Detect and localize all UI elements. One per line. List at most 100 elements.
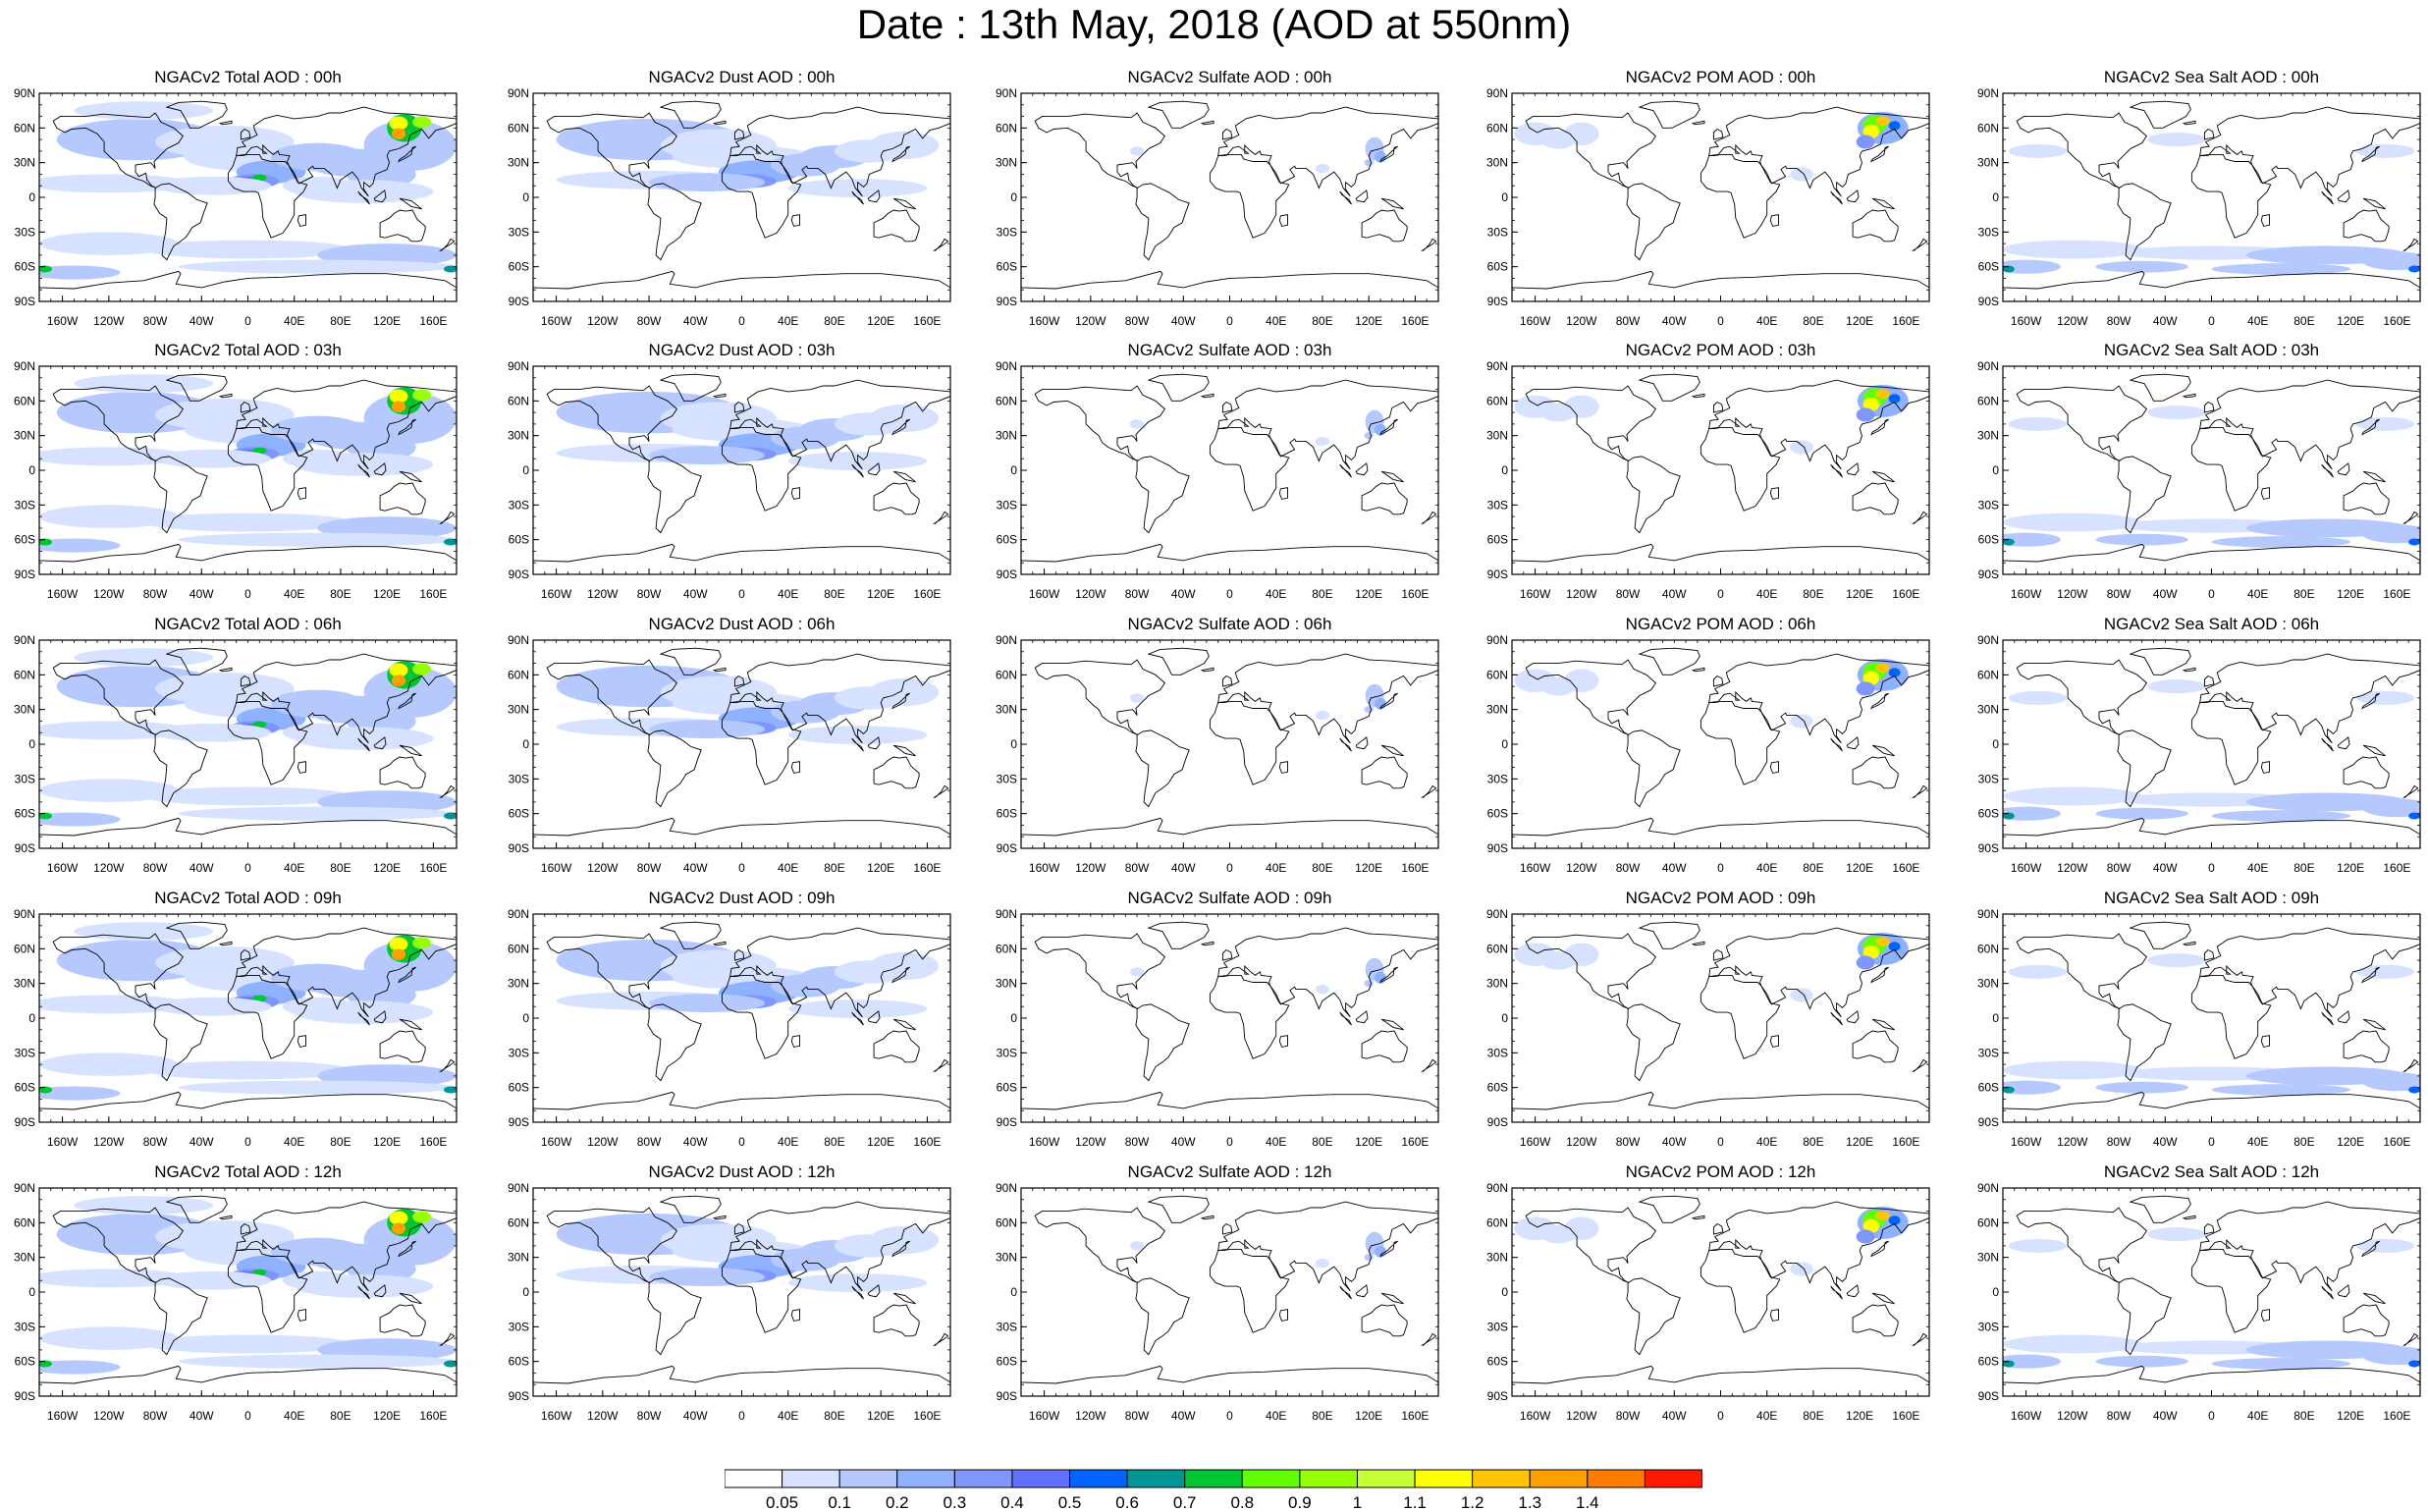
coastline: [2003, 1365, 2420, 1396]
colorbar: 0.05 0.1 0.2 0.3 0.4 0.5 0.6 0.7 0.8 0.9 1 1.1 1.2 1.…: [725, 1469, 1702, 1512]
lat-tick-label: 0: [1501, 1011, 1508, 1025]
lon-tick-label: 0: [1226, 1409, 1233, 1423]
coastline: [2190, 700, 2272, 785]
aod-shade: [2211, 263, 2351, 275]
lat-tick-label: 0: [1992, 737, 1999, 751]
aod-shade: [1790, 714, 1813, 729]
coastline: [1525, 933, 1656, 1010]
coastline: [1147, 100, 1210, 129]
panel-title: NGACv2 POM AOD : 00h: [1625, 68, 1816, 86]
coastline: [297, 487, 306, 500]
coastline: [2360, 1240, 2380, 1258]
lat-tick-label: 30S: [1978, 1320, 1999, 1333]
lon-tick-label: 40E: [1756, 1409, 1777, 1423]
panel-title: NGACv2 Sea Salt AOD : 09h: [2103, 889, 2320, 907]
aod-shade: [2147, 679, 2206, 694]
colorbar-label: 0.7: [1173, 1493, 1197, 1512]
coastline: [1852, 209, 1899, 243]
coastline: [1021, 1091, 1438, 1122]
aod-shade: [1856, 135, 1875, 149]
coastline: [1361, 482, 1408, 515]
aod-shade: [282, 176, 352, 195]
coastline: [1217, 379, 1438, 470]
coastline: [438, 238, 456, 251]
coastline: [399, 744, 422, 757]
lon-tick-label: 120W: [587, 314, 619, 328]
lon-tick-label: 0: [2208, 1135, 2215, 1149]
coastline: [932, 1058, 949, 1072]
coastline: [1221, 128, 1233, 140]
lat-tick-label: 60N: [996, 394, 1017, 407]
lat-tick-label: 30S: [509, 225, 529, 239]
aod-shade: [282, 997, 352, 1016]
coastline: [873, 209, 920, 243]
lat-tick-label: 0: [1501, 1285, 1508, 1299]
lon-tick-label: 120E: [373, 314, 401, 328]
aod-shade: [1364, 706, 1374, 714]
coastline: [153, 1277, 208, 1356]
coastline: [1355, 462, 1369, 476]
colorbar-cell: [1069, 1469, 1128, 1488]
aod-shade: [74, 922, 214, 942]
coastline: [297, 1309, 306, 1322]
coastline: [2199, 1201, 2420, 1292]
map-panel: NGACv2 Total AOD : 00h 90N 60N 30N 0 30S 60S 90…: [0, 67, 466, 341]
coastline: [1638, 921, 1700, 949]
coastline: [2360, 966, 2380, 984]
lat-tick-label: 60N: [508, 121, 529, 135]
coastline: [399, 197, 422, 210]
lon-tick-label: 40W: [1662, 587, 1687, 601]
coastline: [1135, 729, 1190, 808]
lon-tick-label: 80W: [1125, 861, 1150, 875]
lat-tick-label: 0: [28, 190, 35, 204]
lon-tick-label: 40E: [1756, 587, 1777, 601]
lon-tick-label: 80E: [1803, 1135, 1823, 1149]
lat-tick-label: 60S: [15, 1355, 35, 1369]
lon-tick-label: 40W: [683, 314, 708, 328]
coastline: [2401, 784, 2419, 798]
lat-tick-label: 90N: [508, 633, 529, 647]
panel-title: NGACv2 Dust AOD : 03h: [648, 341, 836, 359]
colorbar-cell: [1241, 1469, 1301, 1488]
aod-shade: [1315, 436, 1330, 447]
aod-shade: [412, 937, 432, 949]
lat-tick-label: 60N: [14, 1215, 35, 1229]
lon-tick-label: 160W: [541, 314, 572, 328]
coastline: [647, 183, 702, 261]
aod-shade: [2361, 1072, 2420, 1092]
lat-tick-label: 60N: [996, 668, 1017, 681]
coastline: [52, 659, 184, 736]
lon-tick-label: 80E: [2293, 1409, 2314, 1423]
aod-shade: [1564, 943, 1599, 966]
coastline: [712, 1215, 727, 1220]
map-plot: 90N 60N 30N 0 30S 60S 90S 160W 120W 80W 40W 0 40E 80E…: [1977, 633, 2421, 875]
lon-tick-label: 80W: [143, 314, 168, 328]
coastline: [165, 373, 228, 402]
coastline: [851, 737, 864, 752]
lat-tick-label: 90S: [15, 1389, 35, 1403]
coastline: [1361, 209, 1408, 243]
lon-tick-label: 40E: [284, 1409, 304, 1423]
aod-shade: [2003, 538, 2015, 546]
coastline: [39, 543, 457, 574]
lat-tick-label: 0: [28, 1011, 35, 1025]
lon-tick-label: 120W: [587, 861, 619, 875]
aod-shade: [444, 538, 457, 546]
colorbar-cell: [953, 1469, 1013, 1488]
coastline: [647, 1277, 702, 1356]
aod-shade: [1790, 988, 1813, 1002]
coastline: [1871, 1018, 1895, 1031]
map-panel: NGACv2 Total AOD : 12h 90N 60N 30N 0 30S 60S 90…: [0, 1161, 466, 1435]
aod-shade: [1364, 432, 1374, 440]
aod-shade: [869, 677, 940, 707]
coastline: [2203, 128, 2215, 140]
lon-tick-label: 40E: [1266, 1135, 1286, 1149]
lon-tick-label: 40E: [284, 314, 304, 328]
coastline: [2129, 647, 2191, 675]
lon-tick-label: 0: [1717, 861, 1724, 875]
lon-tick-label: 40W: [683, 1135, 708, 1149]
coastline: [2362, 1292, 2386, 1305]
lon-tick-label: 40E: [778, 587, 798, 601]
lat-tick-label: 0: [28, 1285, 35, 1299]
coastline: [1420, 511, 1437, 524]
